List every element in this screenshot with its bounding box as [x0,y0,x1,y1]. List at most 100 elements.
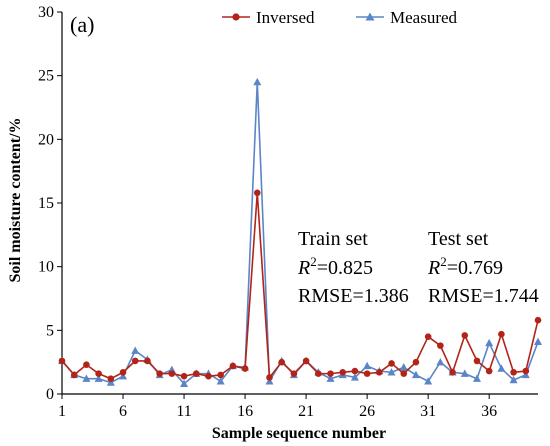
point-inversed [144,357,151,365]
point-inversed [168,370,176,377]
x-tick-label: 26 [359,403,375,420]
axes [57,11,538,399]
y-tick-label: 15 [38,195,54,212]
series-inversed [58,189,542,383]
series-layer [58,77,542,388]
point-inversed [217,371,224,379]
test-r2: R2=0.769 [427,254,503,279]
panel-label: (a) [70,12,94,37]
y-tick-label: 5 [46,322,54,339]
train-r2: R2=0.825 [297,254,373,279]
test-rmse: RMSE=1.744 [428,285,539,307]
legend-measured-label: Measured [390,8,458,27]
train-rmse: RMSE=1.386 [298,285,409,307]
y-axis-title: Soil moisture content/% [7,117,24,282]
point-inversed [241,365,249,372]
legend-inversed-label: Inversed [256,8,315,27]
x-tick-label: 1 [58,403,66,420]
point-inversed [412,358,420,366]
train-title: Train set [298,228,368,250]
point-inversed [534,316,542,324]
point-inversed [131,357,139,365]
point-inversed [266,374,273,381]
point-inversed [119,369,127,376]
series-inversed-line [61,192,539,380]
point-measured [521,370,530,379]
point-measured [106,378,115,386]
point-measured [82,374,91,382]
legend: Inversed Measured [222,8,458,27]
point-inversed [278,358,285,366]
x-tick-label: 6 [119,403,127,420]
legend-measured-marker [365,12,375,21]
point-inversed [156,370,163,377]
point-inversed [400,370,408,377]
point-measured [265,377,274,385]
point-inversed [229,362,237,370]
point-measured [399,363,408,371]
point-measured [253,77,262,86]
point-inversed [498,330,505,338]
y-tick-labels: 0 5 10 15 20 25 30 [38,4,54,403]
y-tick-label: 25 [38,68,54,85]
point-measured [472,374,481,382]
point-measured [350,373,359,381]
point-inversed [327,370,334,377]
point-measured [424,377,433,385]
point-inversed [95,370,102,377]
x-tick-label: 31 [420,403,436,420]
x-tick-label: 16 [237,403,253,420]
y-tick-label: 0 [46,386,54,403]
y-tick-label: 10 [38,259,54,276]
x-tick-label: 21 [298,403,314,420]
train-stats: Train set R2=0.825 RMSE=1.386 [297,228,409,307]
point-inversed [205,372,212,380]
legend-inversed-marker [232,13,240,21]
point-inversed [107,375,115,383]
point-measured [436,357,445,366]
point-measured [387,368,396,376]
point-measured [509,375,518,384]
point-inversed [302,357,310,365]
point-inversed [363,370,371,377]
point-inversed [351,367,359,375]
point-measured [497,364,506,372]
point-inversed [485,367,493,375]
point-inversed [58,357,66,365]
point-measured [363,361,372,370]
x-tick-label: 36 [481,403,497,420]
point-inversed [192,370,200,377]
x-axis-title: Sample sequence number [212,425,386,442]
x-tick-label: 11 [176,403,191,420]
point-inversed [437,342,444,349]
point-inversed [522,367,530,375]
point-measured [485,338,494,347]
point-inversed [83,361,90,369]
point-measured [460,369,469,377]
y-tick-label: 30 [38,4,54,21]
point-measured [411,370,420,379]
y-tick-label: 20 [38,131,54,148]
point-measured [326,374,335,382]
point-inversed [290,370,298,377]
point-inversed [315,370,322,377]
point-measured [94,374,103,382]
x-tick-labels: 1 6 11 16 21 26 31 36 [58,403,497,420]
point-measured [216,377,225,385]
test-stats: Test set R2=0.769 RMSE=1.744 [427,228,539,307]
point-inversed [510,369,517,376]
point-measured [534,337,542,345]
point-inversed [253,189,261,197]
point-measured [119,371,128,380]
point-inversed [473,357,481,365]
point-inversed [449,369,456,376]
point-inversed [180,372,188,380]
point-inversed [376,369,383,376]
test-title: Test set [428,228,489,250]
point-inversed [424,333,432,341]
point-inversed [388,360,395,367]
point-inversed [461,332,469,339]
point-measured [131,346,140,354]
point-measured [180,379,189,388]
